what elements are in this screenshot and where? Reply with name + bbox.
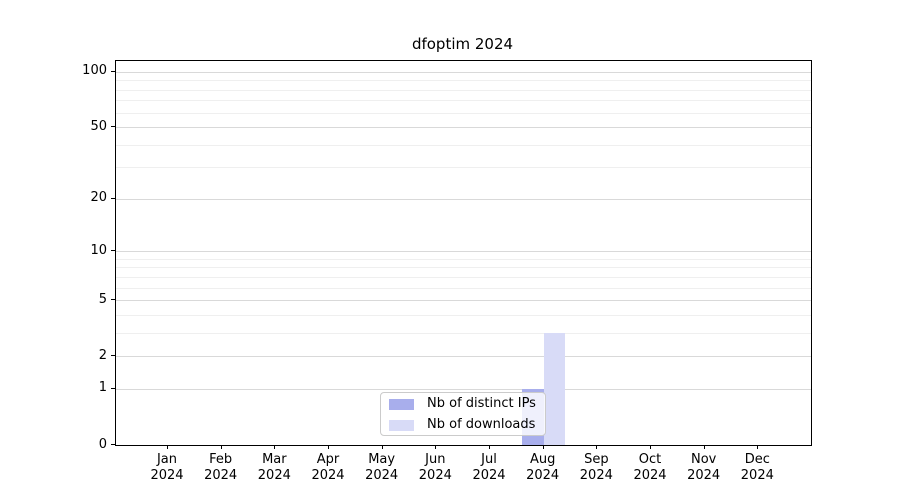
x-axis-tick-label: Dec 2024 <box>740 452 774 483</box>
x-axis-tick-label: Apr 2024 <box>311 452 345 483</box>
gridline-minor <box>116 100 811 102</box>
x-axis-tickmark <box>596 445 597 449</box>
y-axis-tick-label: 2 <box>98 347 107 363</box>
x-axis-tick-label: Mar 2024 <box>257 452 291 483</box>
y-axis-tickmark <box>111 299 115 300</box>
gridline-major <box>116 388 811 390</box>
legend: Nb of distinct IPs Nb of downloads <box>380 392 546 436</box>
legend-label: Nb of downloads <box>427 417 536 432</box>
gridline-major <box>116 127 811 129</box>
gridline-major <box>116 198 811 200</box>
legend-swatch-downloads <box>389 420 414 431</box>
y-axis-tick-label: 100 <box>82 63 107 79</box>
x-axis-tick-label: Jan 2024 <box>150 452 184 483</box>
legend-swatch-distinct-ips <box>389 399 414 410</box>
gridline-major <box>116 300 811 302</box>
chart-title: dfoptim 2024 <box>411 35 514 53</box>
x-axis-tick-label: Jul 2024 <box>472 452 506 483</box>
y-axis-tickmark <box>111 198 115 199</box>
x-axis-tick-label: Oct 2024 <box>633 452 667 483</box>
x-axis-tick-label: Feb 2024 <box>204 452 238 483</box>
y-axis-tickmark <box>111 355 115 356</box>
legend-item: Nb of downloads <box>381 415 545 435</box>
x-axis-tick-label: Jun 2024 <box>418 452 452 483</box>
gridline-minor <box>116 144 811 146</box>
gridline-minor <box>116 276 811 278</box>
gridline-minor <box>116 332 811 334</box>
x-axis-tickmark <box>543 445 544 449</box>
y-axis-tick-label: 5 <box>98 291 107 307</box>
plot-area: Nb of distinct IPs Nb of downloads <box>115 60 812 446</box>
gridline-minor <box>116 112 811 114</box>
x-axis-tickmark <box>704 445 705 449</box>
gridline-minor <box>116 80 811 82</box>
gridline-minor <box>116 267 811 269</box>
legend-item: Nb of distinct IPs <box>381 394 545 414</box>
y-axis-tickmark <box>111 444 115 445</box>
bar-downloads <box>543 332 566 445</box>
gridline-minor <box>116 258 811 260</box>
gridline-major <box>116 71 811 73</box>
x-axis-tickmark <box>167 445 168 449</box>
gridline-minor <box>116 167 811 169</box>
gridline-minor <box>116 287 811 289</box>
y-axis-tick-label: 50 <box>90 118 107 134</box>
x-axis-tick-label: Nov 2024 <box>687 452 721 483</box>
y-axis-tickmark <box>111 126 115 127</box>
gridline-major <box>116 251 811 253</box>
y-axis-tick-label: 20 <box>90 190 107 206</box>
x-axis-tickmark <box>328 445 329 449</box>
y-axis-tick-label: 0 <box>98 436 107 452</box>
x-axis-tickmark <box>435 445 436 449</box>
gridline-major <box>116 356 811 358</box>
x-axis-tickmark <box>221 445 222 449</box>
x-axis-tick-label: Aug 2024 <box>526 452 560 483</box>
x-axis-tickmark <box>274 445 275 449</box>
x-axis-tickmark <box>382 445 383 449</box>
gridline-minor <box>116 314 811 316</box>
gridline-minor <box>116 89 811 91</box>
y-axis-tick-label: 1 <box>98 380 107 396</box>
x-axis-tickmark <box>757 445 758 449</box>
x-axis-tick-label: May 2024 <box>365 452 399 483</box>
y-axis-tickmark <box>111 250 115 251</box>
y-axis-tickmark <box>111 71 115 72</box>
y-axis-tick-label: 10 <box>90 242 107 258</box>
y-axis-tickmark <box>111 388 115 389</box>
x-axis-tickmark <box>650 445 651 449</box>
legend-label: Nb of distinct IPs <box>427 396 536 411</box>
x-axis-tickmark <box>489 445 490 449</box>
x-axis-tick-label: Sep 2024 <box>579 452 613 483</box>
